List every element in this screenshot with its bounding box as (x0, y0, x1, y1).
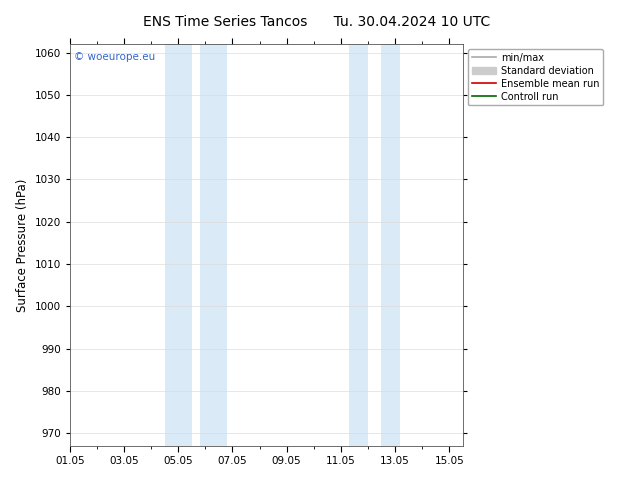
Y-axis label: Surface Pressure (hPa): Surface Pressure (hPa) (16, 178, 29, 312)
Text: ENS Time Series Tancos      Tu. 30.04.2024 10 UTC: ENS Time Series Tancos Tu. 30.04.2024 10… (143, 15, 491, 29)
Bar (349, 44, 368, 446)
Text: © woeurope.eu: © woeurope.eu (74, 52, 155, 62)
Legend: min/max, Standard deviation, Ensemble mean run, Controll run: min/max, Standard deviation, Ensemble me… (468, 49, 603, 105)
Bar (165, 44, 191, 446)
Bar (200, 44, 227, 446)
Bar (382, 44, 401, 446)
